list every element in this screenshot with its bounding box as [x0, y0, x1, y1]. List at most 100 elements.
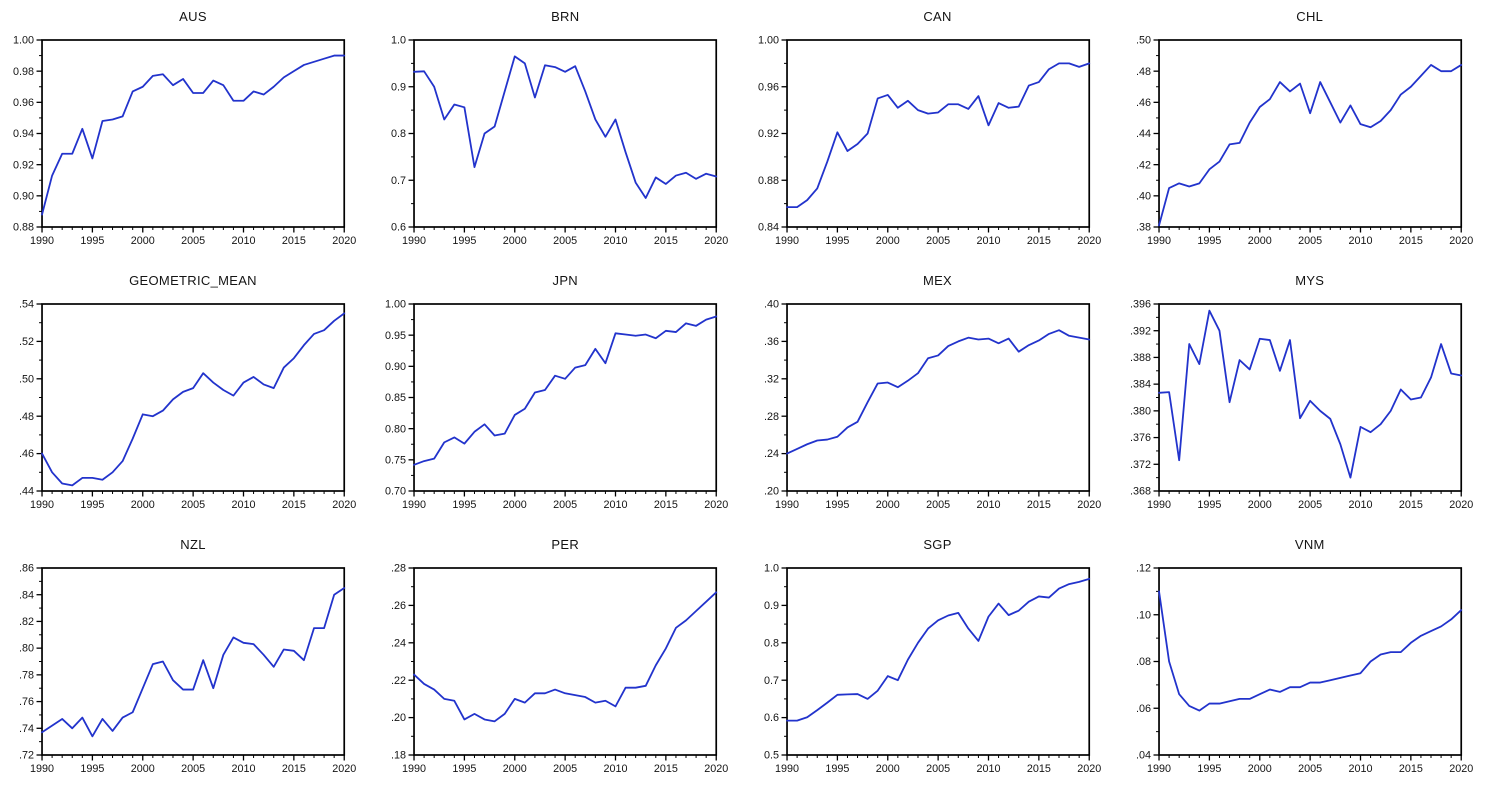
y-tick-label: .24: [391, 637, 406, 649]
line-plot-svg: .20 .24 .28 .32 .36 .40 1990 1995 2000 2005 2010 20…: [764, 299, 1101, 511]
x-tick-label: 1995: [80, 235, 104, 247]
chart-panel-vnm: VNM .04 .06 .08 .10 .12 1990 1995 2000 2005 2010 2…: [1116, 528, 1489, 792]
x-axis-ticks: 1990 1995 2000 2005 2010 2015 2020: [775, 227, 1101, 247]
x-tick-label: 2015: [1399, 763, 1423, 775]
x-tick-label: 1990: [402, 235, 426, 247]
x-tick-label: 2010: [1348, 763, 1372, 775]
x-tick-label: 1995: [453, 235, 477, 247]
y-axis-ticks: 0.5 0.6 0.7 0.8 0.9 1.0: [764, 563, 787, 762]
y-tick-label: 0.96: [13, 97, 34, 109]
plot-frame: [785, 567, 1090, 756]
y-tick-label: .372: [1130, 459, 1151, 471]
x-tick-label: 2010: [1348, 499, 1372, 511]
line-plot-svg: .44 .46 .48 .50 .52 .54 1990 1995 2000 2005 2010 20…: [19, 299, 356, 511]
x-tick-label: 2015: [654, 763, 678, 775]
y-tick-label: .48: [1136, 66, 1151, 78]
x-axis-ticks: 1990 1995 2000 2005 2010 2015 2020: [30, 227, 356, 247]
y-tick-label: .28: [764, 411, 779, 423]
x-tick-label: 2005: [1298, 499, 1322, 511]
x-tick-label: 2015: [282, 763, 306, 775]
y-tick-label: .396: [1130, 299, 1151, 311]
line-plot-svg: .368 .372 .376 .380 .384 .388 .392 .396 1990 1995…: [1130, 299, 1473, 511]
y-tick-label: 0.7: [391, 175, 406, 187]
plot-frame: [1157, 39, 1462, 228]
x-tick-label: 2015: [1026, 499, 1050, 511]
y-axis-ticks: .368 .372 .376 .380 .384 .388 .392 .396: [1130, 299, 1159, 498]
chart-title: JPN: [552, 273, 578, 288]
x-tick-label: 2005: [181, 763, 205, 775]
x-tick-label: 2000: [875, 235, 899, 247]
y-tick-label: 0.92: [13, 159, 34, 171]
line-plot-svg: 0.70 0.75 0.80 0.85 0.90 0.95 1.00 1990 1995 2000…: [385, 299, 728, 511]
x-axis-ticks: 1990 1995 2000 2005 2010 2015 2020: [402, 755, 729, 775]
x-tick-label: 2010: [231, 235, 255, 247]
y-axis-ticks: .44 .46 .48 .50 .52 .54: [19, 299, 43, 498]
x-tick-label: 2015: [1399, 235, 1423, 247]
x-tick-label: 2005: [181, 499, 205, 511]
data-series-line: [1157, 590, 1462, 712]
chart-title: PER: [551, 537, 580, 552]
y-tick-label: .368: [1130, 486, 1151, 498]
line-plot-svg: 0.6 0.7 0.8 0.9 1.0 1990 1995 2000 2005 2010 2015 2…: [391, 35, 728, 247]
y-tick-label: .42: [1136, 159, 1151, 171]
x-axis-ticks: 1990 1995 2000 2005 2010 2015 2020: [775, 491, 1101, 511]
x-tick-label: 2020: [704, 499, 728, 511]
x-tick-label: 2020: [704, 763, 728, 775]
y-axis-ticks: 0.84 0.88 0.92 0.96 1.00: [758, 35, 787, 234]
y-tick-label: .38: [1136, 222, 1151, 234]
plot-frame: [413, 39, 718, 228]
data-series-line: [785, 62, 1090, 209]
y-tick-label: .20: [764, 486, 779, 498]
x-tick-label: 2000: [875, 499, 899, 511]
chart-panel-aus: AUS 0.88 0.90 0.92 0.94 0.96 0.98 1.00 1990 1995…: [0, 0, 373, 264]
y-tick-label: 1.00: [758, 35, 779, 47]
chart-title: SGP: [923, 537, 952, 552]
line-plot-svg: .38 .40 .42 .44 .46 .48 .50 1990 1995 2000 2005 201…: [1136, 35, 1473, 247]
plot-frame: [785, 39, 1090, 228]
plot-frame: [413, 303, 718, 492]
data-series-line: [413, 55, 718, 199]
x-tick-label: 1990: [402, 763, 426, 775]
x-tick-label: 1990: [30, 235, 54, 247]
y-tick-label: .82: [19, 616, 34, 628]
line-plot-svg: 0.5 0.6 0.7 0.8 0.9 1.0 1990 1995 2000 2005 2010 20…: [764, 563, 1101, 775]
plot-frame: [413, 567, 718, 756]
x-tick-label: 2000: [1247, 763, 1271, 775]
y-tick-label: .74: [19, 723, 34, 735]
y-tick-label: 0.6: [764, 712, 779, 724]
x-tick-label: 2005: [1298, 763, 1322, 775]
y-tick-label: .28: [391, 563, 406, 575]
y-tick-label: .32: [764, 373, 779, 385]
y-tick-label: .52: [19, 336, 34, 348]
y-tick-label: 0.92: [758, 128, 779, 140]
y-tick-label: .44: [1136, 128, 1151, 140]
y-tick-label: .392: [1130, 325, 1151, 337]
chart-panel-mex: MEX .20 .24 .28 .32 .36 .40 1990 1995 2000 2005 20…: [744, 264, 1117, 528]
y-tick-label: .54: [19, 299, 34, 311]
chart-title: AUS: [179, 9, 207, 24]
x-tick-label: 2020: [332, 763, 356, 775]
chart-panel-brn: BRN 0.6 0.7 0.8 0.9 1.0 1990 1995 2000 2005 2010 2…: [372, 0, 745, 264]
y-tick-label: 1.00: [13, 35, 34, 47]
x-tick-label: 2000: [503, 499, 527, 511]
chart-title: BRN: [551, 9, 580, 24]
y-tick-label: .380: [1130, 405, 1151, 417]
x-tick-label: 2005: [553, 763, 577, 775]
chart-panel-geometric_mean: GEOMETRIC_MEAN .44.46.48.50.52.54 1990 199…: [0, 264, 373, 528]
x-tick-label: 1995: [825, 763, 849, 775]
y-tick-label: 0.9: [764, 600, 779, 612]
x-tick-label: 2010: [976, 763, 1000, 775]
x-tick-label: 2000: [131, 763, 155, 775]
y-tick-label: 0.88: [758, 175, 779, 187]
x-tick-label: 2000: [131, 499, 155, 511]
y-tick-label: .04: [1136, 750, 1151, 762]
y-tick-label: .12: [1136, 563, 1151, 575]
chart-title: MEX: [922, 273, 953, 288]
chart-panel-mys: MYS .368 .372 .376 .380 .384 .388 .392 .396 1990…: [1116, 264, 1489, 528]
x-tick-label: 2015: [1399, 499, 1423, 511]
x-tick-label: 1995: [1197, 235, 1221, 247]
y-tick-label: .388: [1130, 352, 1151, 364]
y-tick-label: 0.94: [13, 128, 34, 140]
x-tick-label: 2000: [1247, 235, 1271, 247]
y-tick-label: .76: [19, 696, 34, 708]
